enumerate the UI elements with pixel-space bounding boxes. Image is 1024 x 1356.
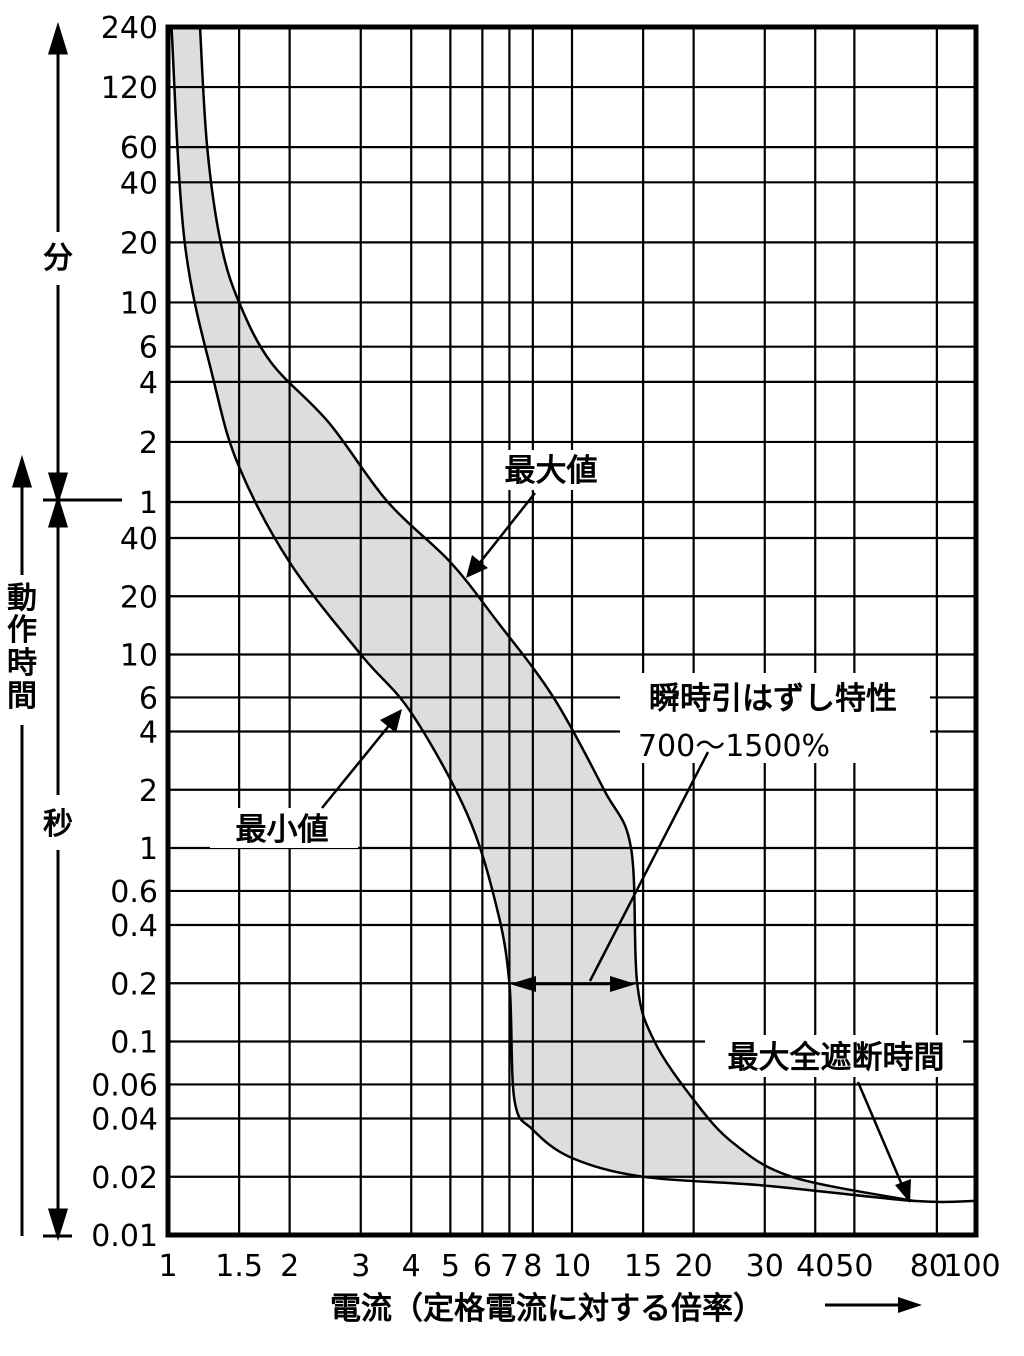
y-axis-unit-brackets	[11, 21, 122, 1242]
y-tick-label-minutes: 6	[139, 331, 158, 366]
annotation-max: 最大値	[466, 450, 610, 578]
y-axis-label-char-2: 作	[7, 613, 37, 648]
minutes-arrow-up	[47, 21, 69, 55]
y-tick-label-seconds: 0.2	[110, 967, 158, 1002]
y-tick-label-seconds: 0.4	[110, 909, 158, 944]
x-tick-label: 7	[500, 1249, 519, 1284]
series-line-max	[198, 26, 914, 1203]
annotation-instant-trip-leader	[588, 751, 710, 982]
annotation-max-leader	[477, 492, 536, 566]
annotation-min-label: 最小値	[236, 812, 329, 848]
x-tick-label: 10	[553, 1249, 591, 1284]
annotation-instant-trip-bg	[620, 673, 930, 763]
y-tick-label-minutes: 40	[120, 166, 158, 201]
annotation-min-bg	[210, 808, 358, 848]
y-tick-label-minutes: 240	[101, 11, 158, 46]
annotation-min-leader	[321, 721, 393, 809]
annotation-min-arrowhead	[380, 709, 402, 733]
y-tick-label-seconds: 0.6	[110, 875, 158, 910]
trip-band-area	[171, 27, 976, 1203]
series-line-min	[170, 26, 977, 1204]
x-tick-label: 30	[746, 1249, 784, 1284]
seconds-arrow-down	[47, 1208, 69, 1242]
plot-frame	[165, 24, 979, 1238]
instant-trip-arrow-right	[610, 976, 636, 992]
x-tick-label: 1	[158, 1249, 177, 1284]
y-axis-label-char-1: 動	[7, 581, 37, 616]
annotation-max-clearing-label: 最大全遮断時間	[728, 1040, 945, 1076]
y-tick-label-seconds: 0.01	[91, 1219, 158, 1254]
axis-title-arrow-up	[11, 454, 33, 488]
y-tick-label-seconds: 6	[139, 681, 158, 716]
annotation-max-clearing-leader	[856, 1081, 904, 1186]
y-tick-label-minutes: 60	[120, 131, 158, 166]
y-tick-label-seconds: 1	[139, 832, 158, 867]
minutes-arrow-down	[47, 472, 69, 506]
x-tick-label: 40	[796, 1249, 834, 1284]
y-tick-label-seconds: 40	[120, 522, 158, 557]
annotation-max-clearing-bg	[705, 1035, 963, 1077]
y-tick-label-minutes: 1	[139, 486, 158, 521]
x-axis-direction-arrowhead	[898, 1297, 922, 1313]
x-tick-label: 6	[473, 1249, 492, 1284]
y-axis-label-char-4: 間	[7, 679, 37, 714]
y-tick-label-minutes: 120	[101, 71, 158, 106]
y-tick-label-seconds: 0.02	[91, 1161, 158, 1196]
y-tick-label-minutes: 4	[139, 366, 158, 401]
x-tick-label: 8	[523, 1249, 542, 1284]
x-tick-label: 1.5	[215, 1249, 263, 1284]
y-tick-label-seconds: 0.06	[91, 1068, 158, 1103]
y-tick-label-seconds: 4	[139, 716, 158, 751]
annotation-max-label: 最大値	[505, 453, 598, 489]
seconds-arrow-up	[47, 494, 69, 528]
y-tick-label-seconds: 0.1	[110, 1026, 158, 1061]
annotation-min: 最小値	[210, 709, 402, 848]
seconds-unit-label: 秒	[43, 807, 73, 842]
x-axis-title: 電流（定格電流に対する倍率）	[330, 1291, 764, 1327]
x-tick-label: 20	[675, 1249, 713, 1284]
annotation-max-arrowhead	[466, 555, 488, 578]
x-axis-title-bg	[325, 1287, 825, 1329]
annotation-instant-trip: 瞬時引はずし特性 700〜1500%	[510, 673, 930, 992]
y-tick-label-seconds: 10	[120, 639, 158, 674]
y-tick-label-seconds: 20	[120, 580, 158, 615]
x-tick-label: 5	[441, 1249, 460, 1284]
x-tick-label: 50	[835, 1249, 873, 1284]
y-tick-label-seconds: 2	[139, 774, 158, 809]
minutes-unit-label: 分	[43, 241, 73, 276]
annotation-instant-trip-label: 瞬時引はずし特性	[649, 681, 897, 717]
y-tick-label-minutes: 20	[120, 226, 158, 261]
annotation-max-clearing-arrowhead	[895, 1179, 911, 1203]
x-tick-label: 80	[910, 1249, 948, 1284]
y-tick-label-minutes: 2	[139, 426, 158, 461]
x-tick-label: 100	[943, 1249, 1000, 1284]
annotation-max-clearing: 最大全遮断時間	[705, 1035, 963, 1203]
y-axis-label-char-3: 時	[7, 646, 37, 681]
annotation-max-bg	[492, 450, 610, 490]
y-tick-label-minutes: 10	[120, 286, 158, 321]
x-tick-label: 2	[280, 1249, 299, 1284]
x-tick-label: 3	[351, 1249, 370, 1284]
annotation-instant-trip-range: 700〜1500%	[638, 729, 830, 764]
y-tick-label-seconds: 0.04	[91, 1103, 158, 1138]
x-tick-label: 15	[624, 1249, 662, 1284]
instant-trip-arrow-left	[510, 976, 536, 992]
x-tick-label: 4	[402, 1249, 421, 1284]
